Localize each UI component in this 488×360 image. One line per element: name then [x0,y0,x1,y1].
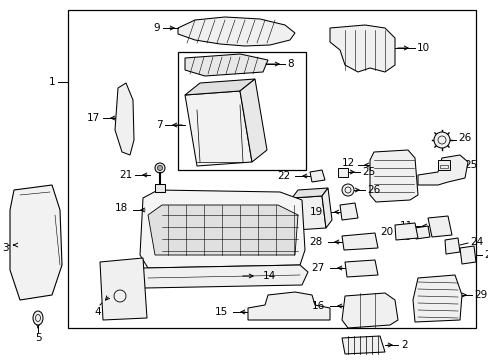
Polygon shape [148,205,297,255]
Text: 17: 17 [86,113,100,123]
Polygon shape [412,275,461,322]
Polygon shape [100,258,147,320]
Bar [337,168,347,177]
Text: 25: 25 [463,160,476,170]
Circle shape [433,132,449,148]
Text: 16: 16 [311,301,325,311]
Text: 4: 4 [95,307,101,317]
Polygon shape [184,91,251,166]
Polygon shape [444,238,459,254]
Circle shape [157,166,162,171]
Text: 26: 26 [366,185,380,195]
Polygon shape [309,170,325,182]
Text: 3: 3 [1,243,8,253]
Circle shape [341,184,353,196]
Text: 1: 1 [48,77,55,87]
Polygon shape [240,79,266,162]
Text: 12: 12 [341,158,354,168]
Polygon shape [140,190,305,268]
Text: 23: 23 [483,250,488,260]
Bar [437,160,449,170]
Text: 18: 18 [115,203,128,213]
Text: 13: 13 [398,232,411,242]
Polygon shape [339,203,357,220]
Circle shape [114,290,126,302]
Text: 9: 9 [153,23,160,33]
Polygon shape [329,25,394,72]
Polygon shape [247,292,329,320]
Polygon shape [459,246,475,264]
Polygon shape [291,188,327,198]
Text: 29: 29 [473,290,486,300]
Text: 24: 24 [469,237,482,247]
Text: 28: 28 [308,237,321,247]
Polygon shape [427,216,451,237]
Ellipse shape [33,311,43,325]
Circle shape [155,163,164,173]
Polygon shape [178,17,294,46]
Text: 15: 15 [214,307,227,317]
Polygon shape [321,188,331,228]
Text: 14: 14 [263,271,276,281]
Text: 10: 10 [416,43,429,53]
Text: 21: 21 [119,170,132,180]
Text: 25: 25 [361,167,374,177]
Polygon shape [345,260,377,277]
Polygon shape [369,150,417,202]
Text: 22: 22 [276,171,289,181]
Bar [68,10,475,328]
Bar [439,165,447,168]
Polygon shape [140,265,307,288]
Text: 19: 19 [309,207,323,217]
Polygon shape [291,196,325,230]
Polygon shape [341,336,384,354]
Polygon shape [417,155,467,185]
Text: 27: 27 [311,263,325,273]
Polygon shape [414,226,429,239]
Polygon shape [115,83,134,155]
Polygon shape [10,185,62,300]
Text: 8: 8 [286,59,293,69]
Text: 20: 20 [379,227,392,237]
Polygon shape [341,293,397,328]
Text: 2: 2 [400,340,407,350]
Text: 6: 6 [265,209,271,219]
Polygon shape [394,223,417,240]
Polygon shape [184,54,267,76]
Polygon shape [341,233,377,250]
Text: 11: 11 [399,221,412,231]
Text: 26: 26 [457,133,470,143]
Bar [155,184,164,192]
Text: 7: 7 [156,120,163,130]
Polygon shape [184,79,254,95]
Bar [178,52,305,170]
Text: 5: 5 [35,333,41,343]
